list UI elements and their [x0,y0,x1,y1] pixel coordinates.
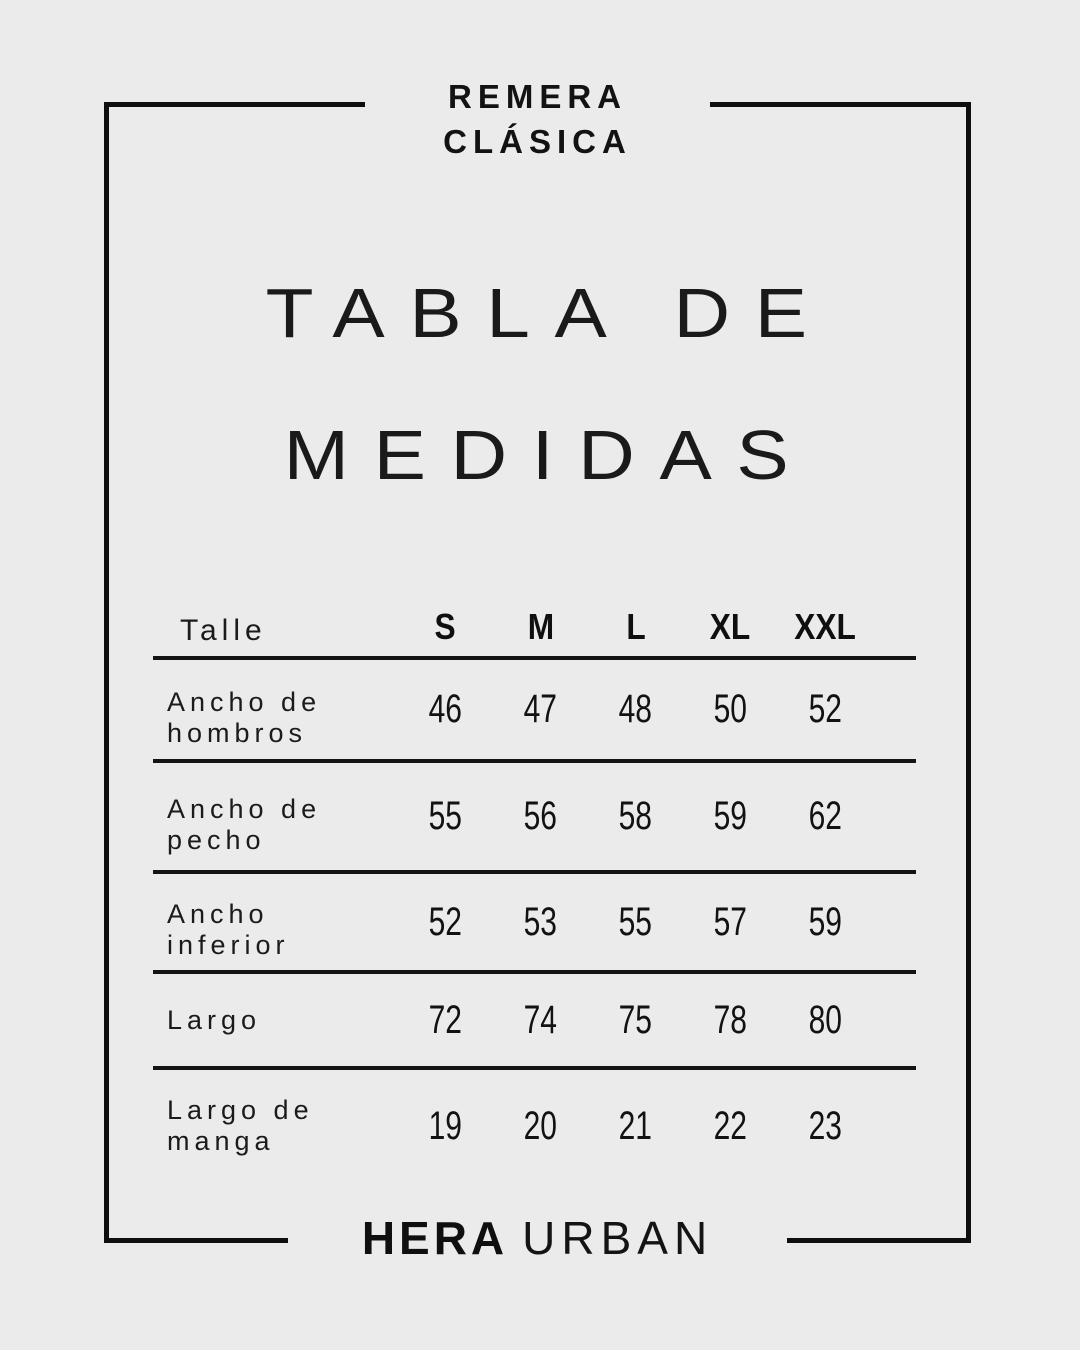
brand-name-light: URBAN [522,1212,714,1264]
cell-value: 19 [428,1103,463,1148]
cell-value: 62 [808,794,843,838]
cell-value: 48 [618,687,653,731]
cell-value: 75 [618,997,653,1042]
page-title-line1: TABLA DE [265,274,832,352]
product-name: REMERA CLÁSICA [365,74,710,164]
cell-value: 59 [713,794,748,838]
cell-value: 21 [618,1103,653,1148]
table-header-row: Talle S M L XL XXL [153,598,916,660]
row-label: Largo [167,1004,262,1035]
cell-value: 47 [523,687,558,731]
cell-value: 78 [713,997,748,1042]
cell-value: 55 [428,794,463,838]
corner-label: Talle [180,614,267,647]
product-name-line2: CLÁSICA [443,123,632,160]
page-title-line2: MEDIDAS [283,416,814,494]
cell-value: 46 [428,687,463,731]
brand-name-bold: HERA [361,1212,509,1264]
cell-value: 22 [713,1103,748,1148]
cell-value: 52 [808,687,843,731]
cell-value: 23 [808,1103,843,1148]
brand-footer-container: HERA URBAN [104,1208,971,1280]
table-row-largo-de-manga: Largo de manga 19 20 21 22 23 [153,1070,916,1182]
product-name-line1: REMERA [447,78,627,115]
row-label: Ancho de pecho [167,793,322,855]
row-label: Largo de manga [167,1095,314,1156]
brand-footer: HERA URBAN [287,1208,788,1280]
size-header-xxl: XXL [794,606,857,647]
row-label: Ancho de hombros [167,686,322,748]
cell-value: 80 [808,997,843,1042]
size-header-s: S [434,606,457,647]
table-row-largo: Largo 72 74 75 78 80 [153,974,916,1070]
cell-value: 20 [523,1103,558,1148]
cell-value: 52 [428,899,463,944]
table-row-ancho-de-pecho: Ancho de pecho 55 56 58 59 62 [153,763,916,874]
size-table: Talle S M L XL XXL Ancho de hombros 46 4… [153,598,916,1182]
row-label: Ancho inferior [167,899,290,960]
size-header-l: L [625,606,646,647]
table-row-ancho-de-hombros: Ancho de hombros 46 47 48 50 52 [153,660,916,763]
cell-value: 56 [523,794,558,838]
cell-value: 53 [523,899,558,944]
cell-value: 59 [808,899,843,944]
product-name-container: REMERA CLÁSICA [104,74,971,164]
cell-value: 74 [523,997,558,1042]
cell-value: 50 [713,687,748,731]
size-header-m: M [527,606,554,647]
cell-value: 58 [618,794,653,838]
cell-value: 55 [618,899,653,944]
table-row-ancho-inferior: Ancho inferior 52 53 55 57 59 [153,874,916,974]
cell-value: 57 [713,899,748,944]
page-title: TABLA DE MEDIDAS [104,252,971,536]
size-header-xl: XL [710,606,751,647]
cell-value: 72 [428,997,463,1042]
